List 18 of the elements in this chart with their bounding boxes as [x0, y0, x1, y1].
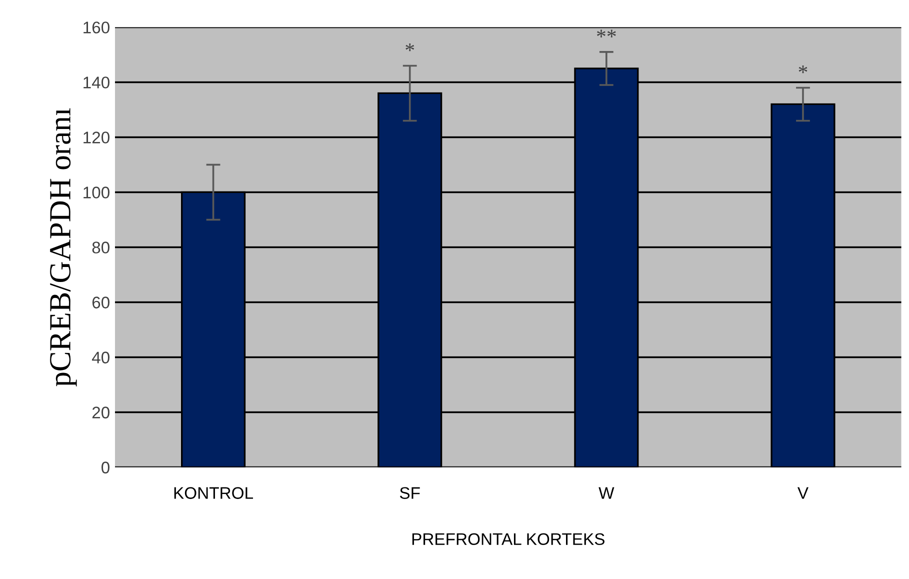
- y-tick-label: 20: [92, 406, 110, 418]
- annotation: *: [406, 43, 414, 52]
- y-tick-label: 60: [92, 296, 110, 308]
- y-tick-label: 120: [84, 132, 110, 144]
- y-tick-label: 40: [92, 352, 110, 364]
- x-tick-label: SF: [400, 487, 420, 499]
- annotation: *: [798, 65, 808, 74]
- y-axis-title: pCREB/GAPDH oranı: [50, 108, 77, 386]
- y-tick-label: 80: [92, 242, 110, 254]
- y-tick-label: 160: [84, 22, 110, 34]
- x-axis-title: PREFRONTAL KORTEKS: [412, 533, 604, 546]
- y-tick-label: 140: [84, 76, 110, 88]
- x-tick-label: V: [798, 487, 808, 499]
- y-tick-label: 0: [102, 462, 110, 474]
- y-tick-label: 100: [84, 186, 110, 198]
- x-tick-label: KONTROL: [174, 487, 254, 499]
- annotation: **: [597, 30, 616, 38]
- x-tick-label: W: [598, 487, 614, 499]
